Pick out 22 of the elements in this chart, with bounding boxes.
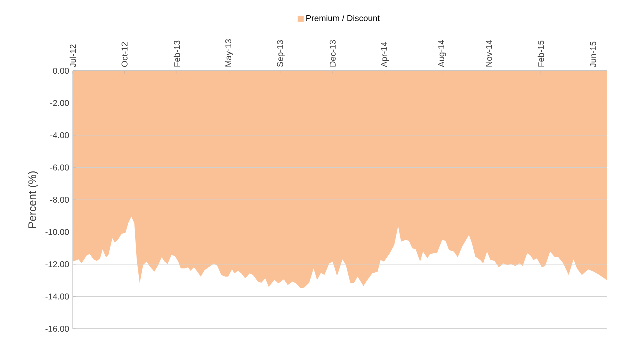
y-tick-label: -14.00 — [46, 294, 70, 300]
y-tick-label: -2.00 — [50, 100, 70, 106]
x-tick-label: Aug-14 — [438, 40, 446, 68]
y-tick-label: -8.00 — [50, 196, 70, 203]
x-tick-label: Feb-13 — [174, 40, 180, 67]
x-tick-label: Feb-15 — [538, 40, 544, 67]
y-tick-label: -12.00 — [46, 261, 70, 268]
legend-label: Premium / Discount — [306, 15, 380, 22]
x-tick-label: Jul-12 — [70, 44, 76, 68]
y-tick-label: -16.00 — [46, 326, 70, 332]
x-tick-label: Apr-14 — [381, 42, 389, 68]
x-tick-label: May-13 — [226, 39, 234, 67]
y-tick-label: 0.00 — [53, 68, 70, 74]
x-tick-label: Sep-13 — [277, 40, 285, 68]
y-axis-title: Percent (%) — [28, 172, 39, 228]
y-tick-label: -6.00 — [50, 164, 70, 171]
y-tick-label: -10.00 — [46, 229, 70, 236]
y-tick-label: -4.00 — [50, 132, 70, 138]
x-tick-label: Nov-14 — [486, 40, 492, 67]
x-tick-label: Dec-13 — [330, 40, 336, 67]
x-tick-label: Oct-12 — [122, 42, 128, 68]
x-tick-label: Jun-15 — [590, 42, 596, 68]
